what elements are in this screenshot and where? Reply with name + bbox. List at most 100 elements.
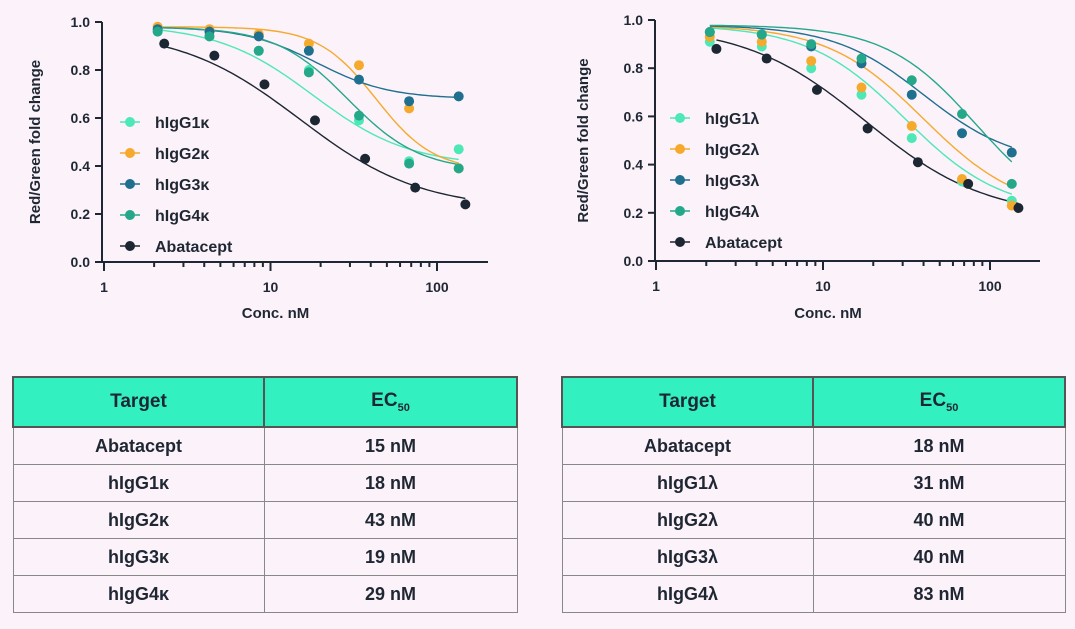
table-row: hIgG2κ 43 nM (12, 501, 518, 539)
table-header-row: Target EC50 (12, 376, 518, 428)
y-tick-label: 0.8 (71, 62, 91, 78)
header-target: Target (12, 376, 265, 428)
header-ec50: EC50 (812, 376, 1066, 428)
cell-ec50: 43 nM (263, 501, 518, 539)
legend-marker (675, 144, 685, 154)
header-target: Target (561, 376, 814, 428)
data-point-higg2 (303, 38, 314, 49)
legend-marker (675, 206, 685, 216)
data-point-higg4 (806, 39, 817, 50)
data-point-higg4 (1006, 178, 1017, 189)
y-tick-label: 0.2 (624, 205, 644, 221)
table-row: Abatacept 18 nM (561, 426, 1066, 465)
y-tick-label: 1.0 (71, 14, 91, 30)
data-point-higg4 (453, 163, 464, 174)
cell-target: hIgG2κ (12, 501, 265, 539)
data-point-higg2 (806, 55, 817, 66)
cell-ec50: 40 nM (812, 538, 1066, 576)
table-header-row: Target EC50 (561, 376, 1066, 428)
legend-marker (675, 237, 685, 247)
data-point-abatacept (159, 38, 170, 49)
legend-marker (125, 241, 135, 251)
y-tick-label: 1.0 (624, 12, 644, 28)
data-point-abatacept (259, 79, 270, 90)
data-point-higg3 (453, 91, 464, 102)
data-point-abatacept (460, 199, 471, 210)
data-point-higg2 (856, 82, 867, 93)
x-axis-title: Conc. nM (794, 305, 862, 322)
data-point-higg1 (906, 133, 917, 144)
cell-target: Abatacept (12, 426, 265, 465)
table-row: hIgG1λ 31 nM (561, 464, 1066, 502)
data-point-higg3 (353, 74, 364, 85)
cell-ec50: 40 nM (812, 501, 1066, 539)
legend-label: hIgG3κ (155, 177, 209, 194)
y-tick-label: 0.0 (71, 254, 91, 270)
data-point-abatacept (912, 157, 923, 168)
data-point-abatacept (209, 50, 220, 61)
x-tick-label: 10 (263, 279, 279, 295)
data-point-higg4 (253, 45, 264, 56)
chart-kappa: 0.0 0.2 0.4 0.6 0.8 1.0 1 10 100 Conc. nM Red/Gree… (27, 14, 488, 322)
data-point-higg3 (303, 45, 314, 56)
y-tick-label: 0.4 (71, 158, 91, 174)
y-tick-label: 0.0 (624, 253, 644, 269)
legend-marker (125, 117, 135, 127)
ec50-table-lambda: Target EC50 Abatacept 18 nM hIgG1λ 31 nM h… (561, 376, 1066, 613)
legend-label: Abatacept (705, 235, 783, 252)
data-point-higg3 (253, 31, 264, 42)
legend-marker (125, 210, 135, 220)
data-point-higg3 (957, 128, 968, 139)
legend-label: hIgG1κ (155, 115, 209, 132)
legend-marker (125, 179, 135, 189)
y-tick-label: 0.6 (624, 108, 644, 124)
chart-lambda: 0.0 0.2 0.4 0.6 0.8 1.0 1 10 100 Conc. nM Red/Gree… (575, 12, 1040, 322)
header-ec-label: EC (371, 390, 398, 411)
data-point-higg4 (303, 67, 314, 78)
data-point-abatacept (1013, 202, 1024, 213)
legend-label: hIgG4κ (155, 208, 209, 225)
cell-target: hIgG3λ (561, 538, 814, 576)
data-point-higg4 (957, 108, 968, 119)
cell-target: Abatacept (561, 426, 814, 465)
cell-target: hIgG1λ (561, 464, 814, 502)
data-point-higg4 (152, 26, 163, 37)
data-point-abatacept (360, 153, 371, 164)
legend-marker (125, 148, 135, 158)
y-tick-label: 0.2 (71, 206, 91, 222)
data-point-higg4 (353, 110, 364, 121)
header-ec-subscript: 50 (397, 402, 410, 414)
data-point-abatacept (811, 84, 822, 95)
data-point-abatacept (711, 43, 722, 54)
legend-marker (675, 175, 685, 185)
x-tick-label: 1 (100, 279, 108, 295)
table-row: hIgG1κ 18 nM (12, 464, 518, 502)
legend-label: Abatacept (155, 239, 233, 256)
data-point-higg3 (1006, 147, 1017, 158)
data-point-higg2 (756, 36, 767, 47)
cell-target: hIgG4λ (561, 575, 814, 613)
header-ec-subscript: 50 (946, 402, 959, 414)
data-point-higg4 (704, 27, 715, 38)
y-tick-label: 0.6 (71, 110, 91, 126)
table-row: hIgG3λ 40 nM (561, 538, 1066, 576)
data-point-abatacept (410, 182, 421, 193)
ec50-table-kappa: Target EC50 Abatacept 15 nM hIgG1κ 18 nM h… (12, 376, 518, 613)
x-tick-label: 1 (652, 278, 660, 294)
cell-target: hIgG1κ (12, 464, 265, 502)
x-axis-title: Conc. nM (242, 305, 310, 322)
table-row: hIgG4κ 29 nM (12, 575, 518, 613)
data-point-abatacept (963, 178, 974, 189)
y-axis-title: Red/Green fold change (575, 58, 592, 222)
data-point-higg3 (404, 96, 415, 107)
data-point-abatacept (761, 53, 772, 64)
data-point-higg4 (906, 75, 917, 86)
header-ec-label: EC (919, 390, 947, 411)
data-point-higg1 (856, 89, 867, 100)
y-tick-label: 0.4 (624, 157, 644, 173)
fit-curve-higg3 (709, 25, 1013, 148)
y-tick-label: 0.8 (624, 60, 644, 76)
data-point-higg3 (906, 89, 917, 100)
data-point-higg1 (453, 144, 464, 155)
data-point-higg4 (204, 31, 215, 42)
